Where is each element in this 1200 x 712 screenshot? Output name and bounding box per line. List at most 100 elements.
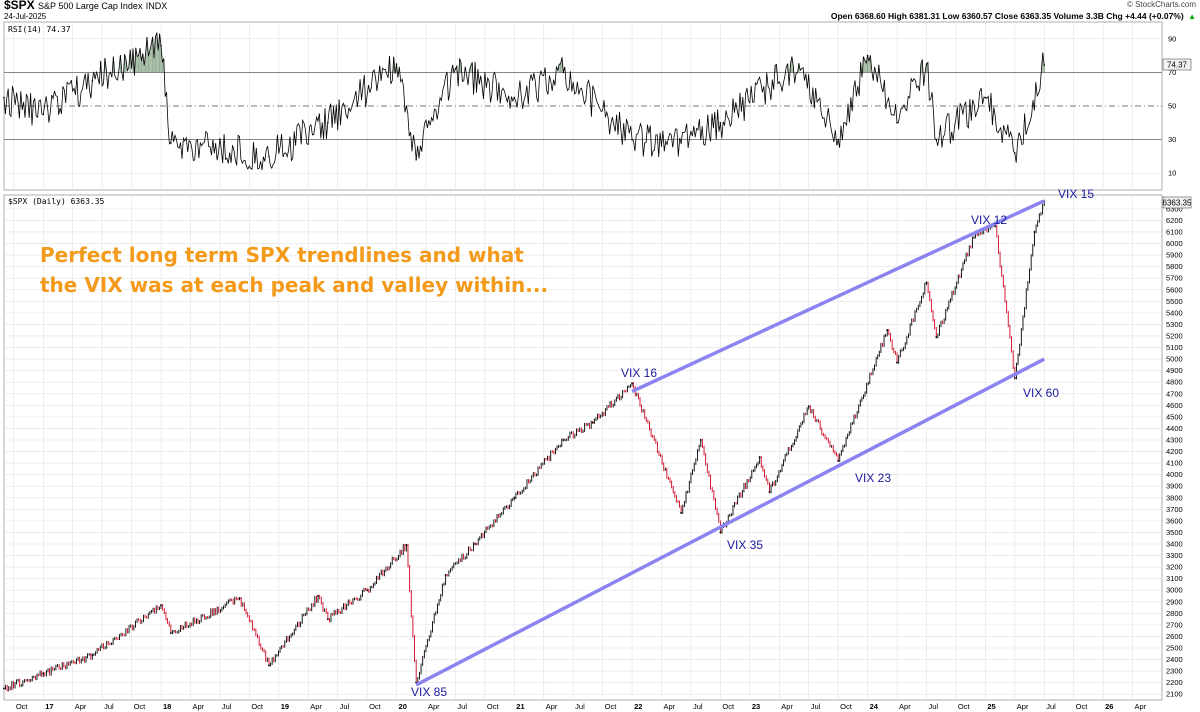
- rsi-tick-label: 50: [1168, 102, 1176, 111]
- symbol-label: $SPX: [4, 0, 35, 12]
- close-value: Close 6363.35: [994, 11, 1052, 21]
- price-frame: [3, 194, 1163, 701]
- rsi-tick-label: 30: [1168, 135, 1176, 144]
- x-tick-label: Oct: [958, 702, 971, 711]
- price-tick-label: 5100: [1166, 343, 1183, 352]
- rsi-series: [3, 32, 1046, 171]
- price-point: [768, 491, 771, 493]
- price-tick-label: 4200: [1166, 447, 1183, 456]
- price-tick-label: 4600: [1166, 401, 1183, 410]
- high-value: High 6381.31: [888, 11, 940, 21]
- price-tick-label: 4800: [1166, 378, 1183, 387]
- price-point: [444, 574, 447, 577]
- x-tick-label: Apr: [546, 702, 558, 711]
- x-tick-label: Apr: [1135, 702, 1147, 711]
- price-tick-label: 5200: [1166, 331, 1183, 340]
- price-tick-label: 2600: [1166, 632, 1183, 641]
- price-tick-label: 3300: [1166, 551, 1183, 560]
- x-tick-label: Jul: [222, 702, 232, 711]
- annotation-vix-35: VIX 35: [727, 538, 763, 552]
- rsi-point: [160, 44, 162, 47]
- price-point: [994, 225, 997, 228]
- rsi-point: [3, 96, 5, 99]
- x-tick-label: Oct: [1076, 702, 1089, 711]
- price-point: [326, 618, 329, 621]
- trendline-lower: [415, 357, 1046, 687]
- rsi-point: [719, 122, 722, 124]
- price-tick-label: 4900: [1166, 366, 1183, 375]
- price-point: [317, 595, 319, 597]
- annotation-vix-60: VIX 60: [1023, 386, 1059, 400]
- x-tick-label: Jul: [811, 702, 821, 711]
- price-point: [758, 456, 761, 459]
- price-tick-label: 5400: [1166, 308, 1183, 317]
- price-point: [169, 632, 172, 634]
- x-tick-label: Jul: [928, 702, 938, 711]
- price-tick-label: 3400: [1166, 539, 1183, 548]
- price-point: [91, 654, 94, 656]
- price-pane: $SPX (Daily) 6363.35 6300 6200 6100 6000 590…: [3, 194, 1192, 701]
- price-tick-label: 3000: [1166, 586, 1183, 595]
- price-tick-label: 2100: [1166, 690, 1183, 699]
- price-tick-label: 2900: [1166, 597, 1183, 606]
- rsi-tick-label: 70: [1168, 68, 1176, 77]
- price-tick-label: 2200: [1166, 678, 1183, 687]
- x-tick-label: 26: [1105, 702, 1113, 711]
- x-tick-label: 21: [516, 702, 524, 711]
- headline-line-1: Perfect long term SPX trendlines and wha…: [40, 243, 524, 267]
- rsi-point: [42, 113, 45, 116]
- price-point: [513, 496, 516, 499]
- rsi-point: [680, 142, 682, 144]
- x-tick-label: Jul: [457, 702, 467, 711]
- x-tick-label: 24: [870, 702, 879, 711]
- price-point: [680, 511, 683, 514]
- price-tick-label: 5800: [1166, 262, 1183, 271]
- price-tick-label: 5300: [1166, 320, 1183, 329]
- price-point: [699, 439, 702, 441]
- rsi-axis: 90 70 50 30 10: [1168, 34, 1176, 177]
- x-tick-label: 25: [987, 702, 995, 711]
- price-point: [886, 329, 889, 332]
- annotation-vix-23: VIX 23: [855, 471, 891, 485]
- stockcharts-watermark: © StockCharts.com: [1126, 0, 1196, 9]
- x-tick-label: Jul: [340, 702, 350, 711]
- x-tick-label: Apr: [1017, 702, 1029, 711]
- x-tick-label: Oct: [369, 702, 382, 711]
- price-point: [631, 382, 633, 385]
- price-point: [719, 531, 722, 534]
- headline-line-2: the VIX was at each peak and valley with…: [40, 273, 548, 297]
- price-point: [807, 405, 810, 408]
- x-tick-label: Apr: [310, 702, 322, 711]
- price-series: [3, 200, 1046, 692]
- rsi-label: RSI(14) 74.37: [8, 25, 71, 34]
- price-grid: [4, 195, 1162, 700]
- rsi-line: [3, 32, 1045, 171]
- x-tick-label: Oct: [487, 702, 500, 711]
- price-axis: 6300 6200 6100 6000 5900 5800 5700 5600 5500 5400…: [1166, 204, 1183, 698]
- vix-annotations: VIX 85 VIX 16 VIX 35 VIX 23 VIX 12 VIX 6…: [411, 187, 1094, 699]
- quote-bar: Open 6368.60 High 6381.31 Low 6360.57 Cl…: [831, 11, 1196, 22]
- price-point: [160, 604, 162, 607]
- price-point: [3, 687, 5, 690]
- x-tick-label: Jul: [575, 702, 585, 711]
- rsi-point: [513, 96, 516, 99]
- index-name: S&P 500 Large Cap Index: [38, 1, 143, 11]
- trendlines: [415, 199, 1046, 687]
- rsi-point: [170, 142, 172, 144]
- rsi-point: [984, 96, 987, 99]
- x-tick-label: Oct: [251, 702, 264, 711]
- price-tick-label: 4500: [1166, 412, 1183, 421]
- rsi-point: [91, 80, 94, 82]
- x-tick-label: Apr: [75, 702, 87, 711]
- rsi-point: [866, 54, 869, 57]
- rsi-point: [1013, 152, 1016, 154]
- x-tick-label: Oct: [840, 702, 853, 711]
- price-tick-label: 3200: [1166, 563, 1183, 572]
- price-tick-label: 3900: [1166, 482, 1183, 491]
- price-tick-label: 5000: [1166, 355, 1183, 364]
- price-tick-label: 4100: [1166, 459, 1183, 468]
- change-value: Chg +4.44 (+0.07%): [1106, 11, 1184, 21]
- price-tick-label: 3600: [1166, 516, 1183, 525]
- rsi-point: [925, 63, 928, 65]
